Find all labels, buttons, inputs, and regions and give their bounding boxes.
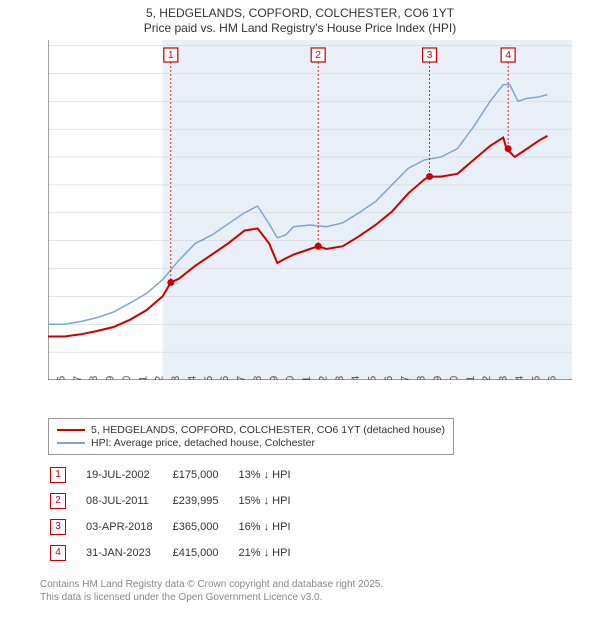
svg-text:2016: 2016 bbox=[383, 376, 395, 380]
svg-text:2019: 2019 bbox=[432, 376, 444, 380]
svg-text:2003: 2003 bbox=[170, 376, 182, 380]
event-row: 208-JUL-2011£239,99515% ↓ HPI bbox=[40, 488, 301, 514]
event-date: 08-JUL-2011 bbox=[76, 488, 163, 514]
svg-text:1999: 1999 bbox=[105, 376, 117, 380]
svg-text:2010: 2010 bbox=[285, 376, 297, 380]
svg-text:2008: 2008 bbox=[252, 376, 264, 380]
svg-text:2026: 2026 bbox=[547, 376, 559, 380]
legend-label: 5, HEDGELANDS, COPFORD, COLCHESTER, CO6 … bbox=[91, 424, 445, 436]
legend: 5, HEDGELANDS, COPFORD, COLCHESTER, CO6 … bbox=[48, 418, 454, 455]
event-price: £415,000 bbox=[163, 540, 229, 566]
event-price: £239,995 bbox=[163, 488, 229, 514]
event-row: 303-APR-2018£365,00016% ↓ HPI bbox=[40, 514, 301, 540]
title-address: 5, HEDGELANDS, COPFORD, COLCHESTER, CO6 … bbox=[0, 6, 600, 20]
event-price: £175,000 bbox=[163, 462, 229, 488]
svg-text:2022: 2022 bbox=[481, 376, 493, 380]
svg-text:1996: 1996 bbox=[55, 376, 67, 380]
svg-text:2000: 2000 bbox=[121, 376, 133, 380]
event-date: 19-JUL-2002 bbox=[76, 462, 163, 488]
svg-text:2: 2 bbox=[315, 50, 321, 61]
svg-text:3: 3 bbox=[427, 50, 433, 61]
svg-text:2002: 2002 bbox=[154, 376, 166, 380]
event-diff: 13% ↓ HPI bbox=[229, 462, 301, 488]
copyright: Contains HM Land Registry data © Crown c… bbox=[40, 578, 383, 604]
svg-text:2007: 2007 bbox=[236, 376, 248, 380]
legend-item: 5, HEDGELANDS, COPFORD, COLCHESTER, CO6 … bbox=[57, 424, 445, 436]
copyright-line1: Contains HM Land Registry data © Crown c… bbox=[40, 578, 383, 591]
svg-text:1998: 1998 bbox=[88, 376, 100, 380]
svg-text:2018: 2018 bbox=[416, 376, 428, 380]
price-chart: £0£50K£100K£150K£200K£250K£300K£350K£400… bbox=[48, 40, 572, 380]
event-diff: 15% ↓ HPI bbox=[229, 488, 301, 514]
svg-text:2012: 2012 bbox=[317, 376, 329, 380]
svg-text:2025: 2025 bbox=[530, 376, 542, 380]
svg-text:2009: 2009 bbox=[268, 376, 280, 380]
event-marker: 3 bbox=[40, 514, 76, 540]
svg-text:2011: 2011 bbox=[301, 376, 313, 380]
event-row: 431-JAN-2023£415,00021% ↓ HPI bbox=[40, 540, 301, 566]
copyright-line2: This data is licensed under the Open Gov… bbox=[40, 591, 383, 604]
chart-container: 5, HEDGELANDS, COPFORD, COLCHESTER, CO6 … bbox=[0, 0, 600, 620]
event-price: £365,000 bbox=[163, 514, 229, 540]
svg-text:2005: 2005 bbox=[203, 376, 215, 380]
legend-item: HPI: Average price, detached house, Colc… bbox=[57, 437, 445, 449]
event-marker: 4 bbox=[40, 540, 76, 566]
event-marker: 1 bbox=[40, 462, 76, 488]
event-date: 03-APR-2018 bbox=[76, 514, 163, 540]
event-diff: 21% ↓ HPI bbox=[229, 540, 301, 566]
svg-text:2015: 2015 bbox=[367, 376, 379, 380]
legend-swatch bbox=[57, 429, 85, 431]
svg-text:2006: 2006 bbox=[219, 376, 231, 380]
svg-text:1997: 1997 bbox=[72, 376, 84, 380]
event-diff: 16% ↓ HPI bbox=[229, 514, 301, 540]
svg-text:1: 1 bbox=[168, 50, 174, 61]
events-table: 119-JUL-2002£175,00013% ↓ HPI208-JUL-201… bbox=[40, 462, 301, 566]
svg-text:2023: 2023 bbox=[498, 376, 510, 380]
legend-swatch bbox=[57, 442, 85, 444]
svg-text:2004: 2004 bbox=[186, 376, 198, 380]
svg-text:2013: 2013 bbox=[334, 376, 346, 380]
svg-text:2020: 2020 bbox=[448, 376, 460, 380]
svg-text:2021: 2021 bbox=[465, 376, 477, 380]
title-subtitle: Price paid vs. HM Land Registry's House … bbox=[0, 21, 600, 35]
svg-text:2017: 2017 bbox=[399, 376, 411, 380]
event-row: 119-JUL-2002£175,00013% ↓ HPI bbox=[40, 462, 301, 488]
titles: 5, HEDGELANDS, COPFORD, COLCHESTER, CO6 … bbox=[0, 0, 600, 35]
event-marker: 2 bbox=[40, 488, 76, 514]
svg-text:2014: 2014 bbox=[350, 376, 362, 380]
svg-text:4: 4 bbox=[505, 50, 511, 61]
svg-text:2001: 2001 bbox=[137, 376, 149, 380]
event-date: 31-JAN-2023 bbox=[76, 540, 163, 566]
legend-label: HPI: Average price, detached house, Colc… bbox=[91, 437, 315, 449]
svg-text:2024: 2024 bbox=[514, 376, 526, 380]
